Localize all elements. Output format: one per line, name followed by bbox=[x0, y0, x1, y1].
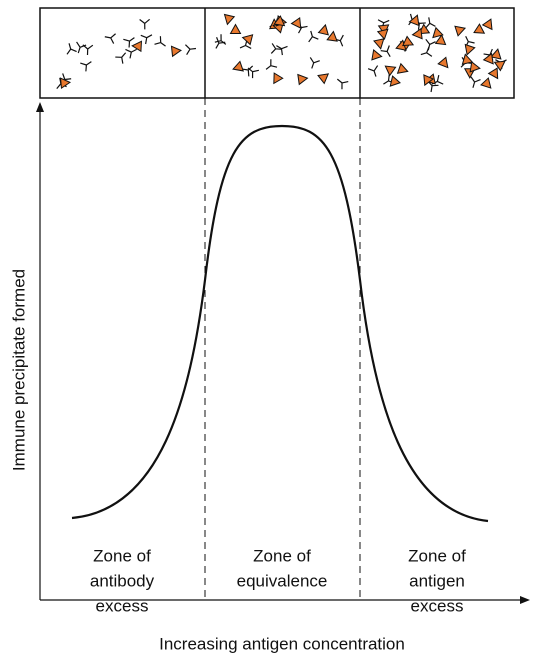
antibody-icon bbox=[305, 28, 319, 43]
antigen-icon bbox=[461, 43, 476, 57]
x-axis-arrow bbox=[520, 596, 530, 604]
antigen-icon bbox=[297, 72, 309, 85]
antigen-icon bbox=[318, 23, 331, 36]
antigen-icon bbox=[454, 22, 468, 37]
antibody-icon bbox=[210, 36, 226, 52]
zone-label: Zone of bbox=[253, 546, 311, 565]
antigen-icon bbox=[437, 56, 453, 72]
antibody-icon bbox=[367, 64, 382, 79]
zone-label: Zone of bbox=[408, 546, 466, 565]
zone-label: excess bbox=[411, 596, 464, 615]
y-axis-label: Immune precipitate formed bbox=[9, 269, 28, 471]
antibody-icon bbox=[418, 46, 433, 60]
y-axis-arrow bbox=[36, 102, 44, 112]
antibody-icon bbox=[79, 56, 95, 72]
antigen-icon bbox=[326, 30, 339, 42]
antigen-icon bbox=[480, 77, 495, 92]
antibody-icon bbox=[184, 42, 198, 56]
antigen-icon bbox=[317, 69, 332, 84]
precipitation-curve bbox=[71, 124, 489, 523]
antibody-icon bbox=[467, 76, 482, 90]
panel-frame bbox=[39, 7, 515, 99]
zone-label: antigen bbox=[409, 571, 465, 590]
antigen-icon bbox=[482, 18, 497, 33]
antibody-icon bbox=[153, 35, 170, 51]
antibody-icon bbox=[422, 38, 437, 53]
antigen-icon bbox=[381, 61, 397, 76]
antigen-icon bbox=[371, 49, 383, 62]
antigen-icon bbox=[397, 63, 410, 77]
antibody-icon bbox=[72, 41, 87, 56]
antibody-icon bbox=[139, 18, 151, 31]
zone-label: equivalence bbox=[237, 571, 328, 590]
zone-label: Zone of bbox=[93, 546, 151, 565]
antigen-icon bbox=[240, 32, 254, 46]
antibody-icon bbox=[333, 34, 348, 49]
antibody-icon bbox=[114, 48, 131, 65]
antigen-icon bbox=[230, 24, 241, 34]
antigen-icon bbox=[490, 47, 504, 60]
antigen-icon bbox=[170, 44, 182, 57]
antibody-icon bbox=[63, 41, 78, 55]
antigen-icon bbox=[222, 13, 235, 26]
antigen-icon bbox=[459, 52, 473, 65]
antigen-icon bbox=[411, 28, 423, 41]
antibody-icon bbox=[262, 58, 278, 74]
antigen-icon bbox=[291, 17, 306, 32]
antibody-icon bbox=[140, 29, 155, 45]
x-axis-label: Increasing antigen concentration bbox=[159, 634, 405, 653]
antibody-icon bbox=[380, 44, 396, 60]
molecule-icons bbox=[54, 12, 509, 93]
antigen-icon bbox=[269, 72, 284, 87]
antigen-icon bbox=[469, 61, 482, 74]
zone-label: excess bbox=[96, 596, 149, 615]
antibody-icon bbox=[103, 31, 117, 45]
antibody-icon bbox=[270, 42, 283, 55]
antigen-icon bbox=[373, 38, 387, 51]
antibody-icon bbox=[333, 74, 349, 90]
zone-label: antibody bbox=[90, 571, 155, 590]
antigen-icon bbox=[230, 60, 244, 75]
antibody-icon bbox=[306, 56, 321, 71]
